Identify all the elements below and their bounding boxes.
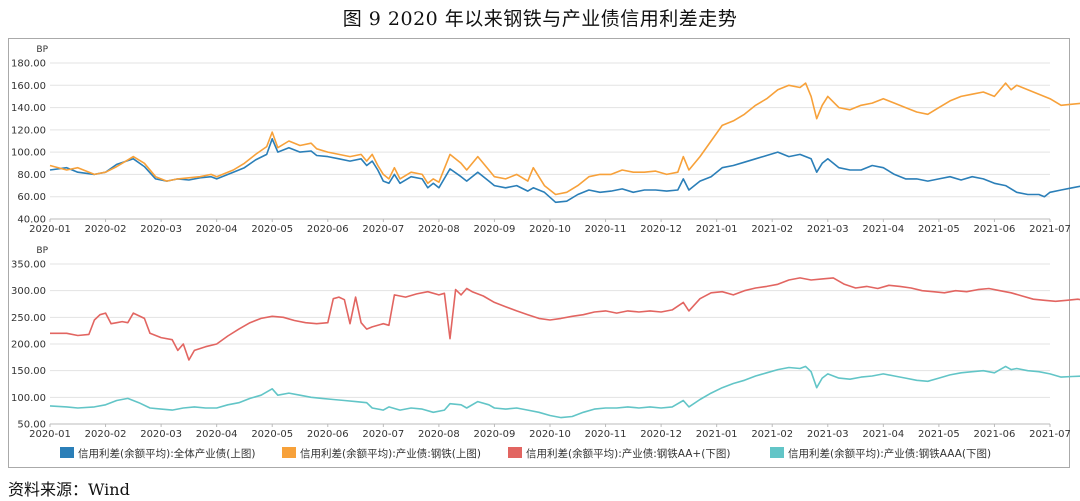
lower-x-tick-label: 2020-05 (251, 429, 293, 440)
legend-swatch-aaa (770, 447, 784, 458)
legend-label-aaa: 信用利差(余额平均):产业债:钢铁AAA(下图) (788, 447, 991, 460)
lower-series-line-aaa (49, 365, 1080, 419)
upper-y-tick-label: 60.00 (17, 192, 46, 203)
lower-y-unit-label: BP (36, 246, 48, 256)
legend-swatch-overall (60, 447, 74, 458)
upper-x-tick-label: 2021-06 (974, 224, 1016, 235)
lower-x-tick-label: 2021-01 (696, 429, 738, 440)
upper-x-tick-label: 2020-05 (251, 224, 293, 235)
upper-y-unit-label: BP (36, 45, 48, 55)
lower-x-tick-label: 2020-04 (196, 429, 238, 440)
upper-x-tick-label: 2020-12 (640, 224, 682, 235)
lower-x-tick-label: 2020-02 (85, 429, 127, 440)
upper-x-tick-label: 2021-05 (918, 224, 960, 235)
legend-label-overall: 信用利差(余额平均):全体产业债(上图) (78, 447, 255, 460)
upper-x-tick-label: 2021-04 (862, 224, 904, 235)
lower-x-tick-label: 2020-06 (307, 429, 349, 440)
upper-x-tick-label: 2020-07 (362, 224, 404, 235)
upper-x-tick-label: 2020-06 (307, 224, 349, 235)
upper-y-tick-label: 120.00 (11, 125, 46, 136)
lower-y-tick-label: 300.00 (11, 286, 46, 297)
figure-title: 图 9 2020 年以来钢铁与产业债信用利差走势 (342, 8, 738, 30)
lower-x-tick-label: 2021-07 (1029, 429, 1071, 440)
lower-y-tick-label: 100.00 (11, 393, 46, 404)
lower-x-tick-label: 2020-10 (529, 429, 571, 440)
upper-y-tick-label: 160.00 (11, 81, 46, 92)
lower-y-tick-label: 350.00 (11, 260, 46, 271)
upper-x-tick-label: 2021-03 (807, 224, 849, 235)
legend: 信用利差(余额平均):全体产业债(上图) 信用利差(余额平均):产业债:钢铁(上图… (60, 447, 991, 460)
source-note: 资料来源：Wind (8, 480, 130, 499)
chart-panel (8, 38, 1070, 468)
upper-x-tick-label: 2021-02 (751, 224, 793, 235)
upper-y-tick-label: 180.00 (11, 59, 46, 70)
lower-y-tick-label: 200.00 (11, 340, 46, 351)
lower-series-line-aa_plus (50, 277, 1080, 361)
lower-x-tick-label: 2020-08 (418, 429, 460, 440)
chart-canvas: BP 180.00 160.00 140.00 120.00 100.00 80.00 60.… (11, 45, 1080, 460)
upper-y-tick-label: 100.00 (11, 148, 46, 159)
lower-y-tick-label: 150.00 (11, 366, 46, 377)
lower-x-tick-label: 2021-06 (974, 429, 1016, 440)
upper-x-tick-label: 2020-03 (140, 224, 182, 235)
upper-chart: BP 180.00 160.00 140.00 120.00 100.00 80.00 60.… (11, 45, 1080, 235)
upper-y-tick-label: 140.00 (11, 103, 46, 114)
lower-x-tick-label: 2020-07 (362, 429, 404, 440)
lower-x-tick-label: 2020-01 (29, 429, 71, 440)
upper-x-tick-label: 2020-04 (196, 224, 238, 235)
lower-x-tick-label: 2021-04 (862, 429, 904, 440)
upper-y-tick-label: 40.00 (17, 215, 46, 226)
lower-x-tick-label: 2021-02 (751, 429, 793, 440)
lower-x-tick-label: 2020-12 (640, 429, 682, 440)
upper-series-line-overall (49, 138, 1080, 204)
lower-x-tick-label: 2021-03 (807, 429, 849, 440)
upper-x-tick-label: 2020-01 (29, 224, 71, 235)
upper-x-tick-label: 2020-10 (529, 224, 571, 235)
upper-x-tick-label: 2021-07 (1029, 224, 1071, 235)
lower-x-tick-label: 2020-11 (585, 429, 627, 440)
upper-x-tick-label: 2021-01 (696, 224, 738, 235)
upper-series-line-steel (49, 82, 1080, 196)
legend-swatch-aa_plus (508, 447, 522, 458)
lower-x-tick-label: 2020-03 (140, 429, 182, 440)
legend-label-steel: 信用利差(余额平均):产业债:钢铁(上图) (300, 447, 481, 460)
lower-x-tick-label: 2020-09 (474, 429, 516, 440)
lower-chart: BP 350.00 300.00 250.00 200.00 150.00 100.00 50… (11, 246, 1080, 440)
upper-x-tick-label: 2020-11 (585, 224, 627, 235)
upper-x-tick-label: 2020-09 (474, 224, 516, 235)
upper-x-tick-label: 2020-08 (418, 224, 460, 235)
upper-y-tick-label: 80.00 (17, 170, 46, 181)
legend-label-aa_plus: 信用利差(余额平均):产业债:钢铁AA+(下图) (526, 447, 730, 460)
lower-y-tick-label: 50.00 (17, 420, 46, 431)
legend-swatch-steel (282, 447, 296, 458)
upper-x-tick-label: 2020-02 (85, 224, 127, 235)
lower-y-tick-label: 250.00 (11, 313, 46, 324)
lower-x-tick-label: 2021-05 (918, 429, 960, 440)
